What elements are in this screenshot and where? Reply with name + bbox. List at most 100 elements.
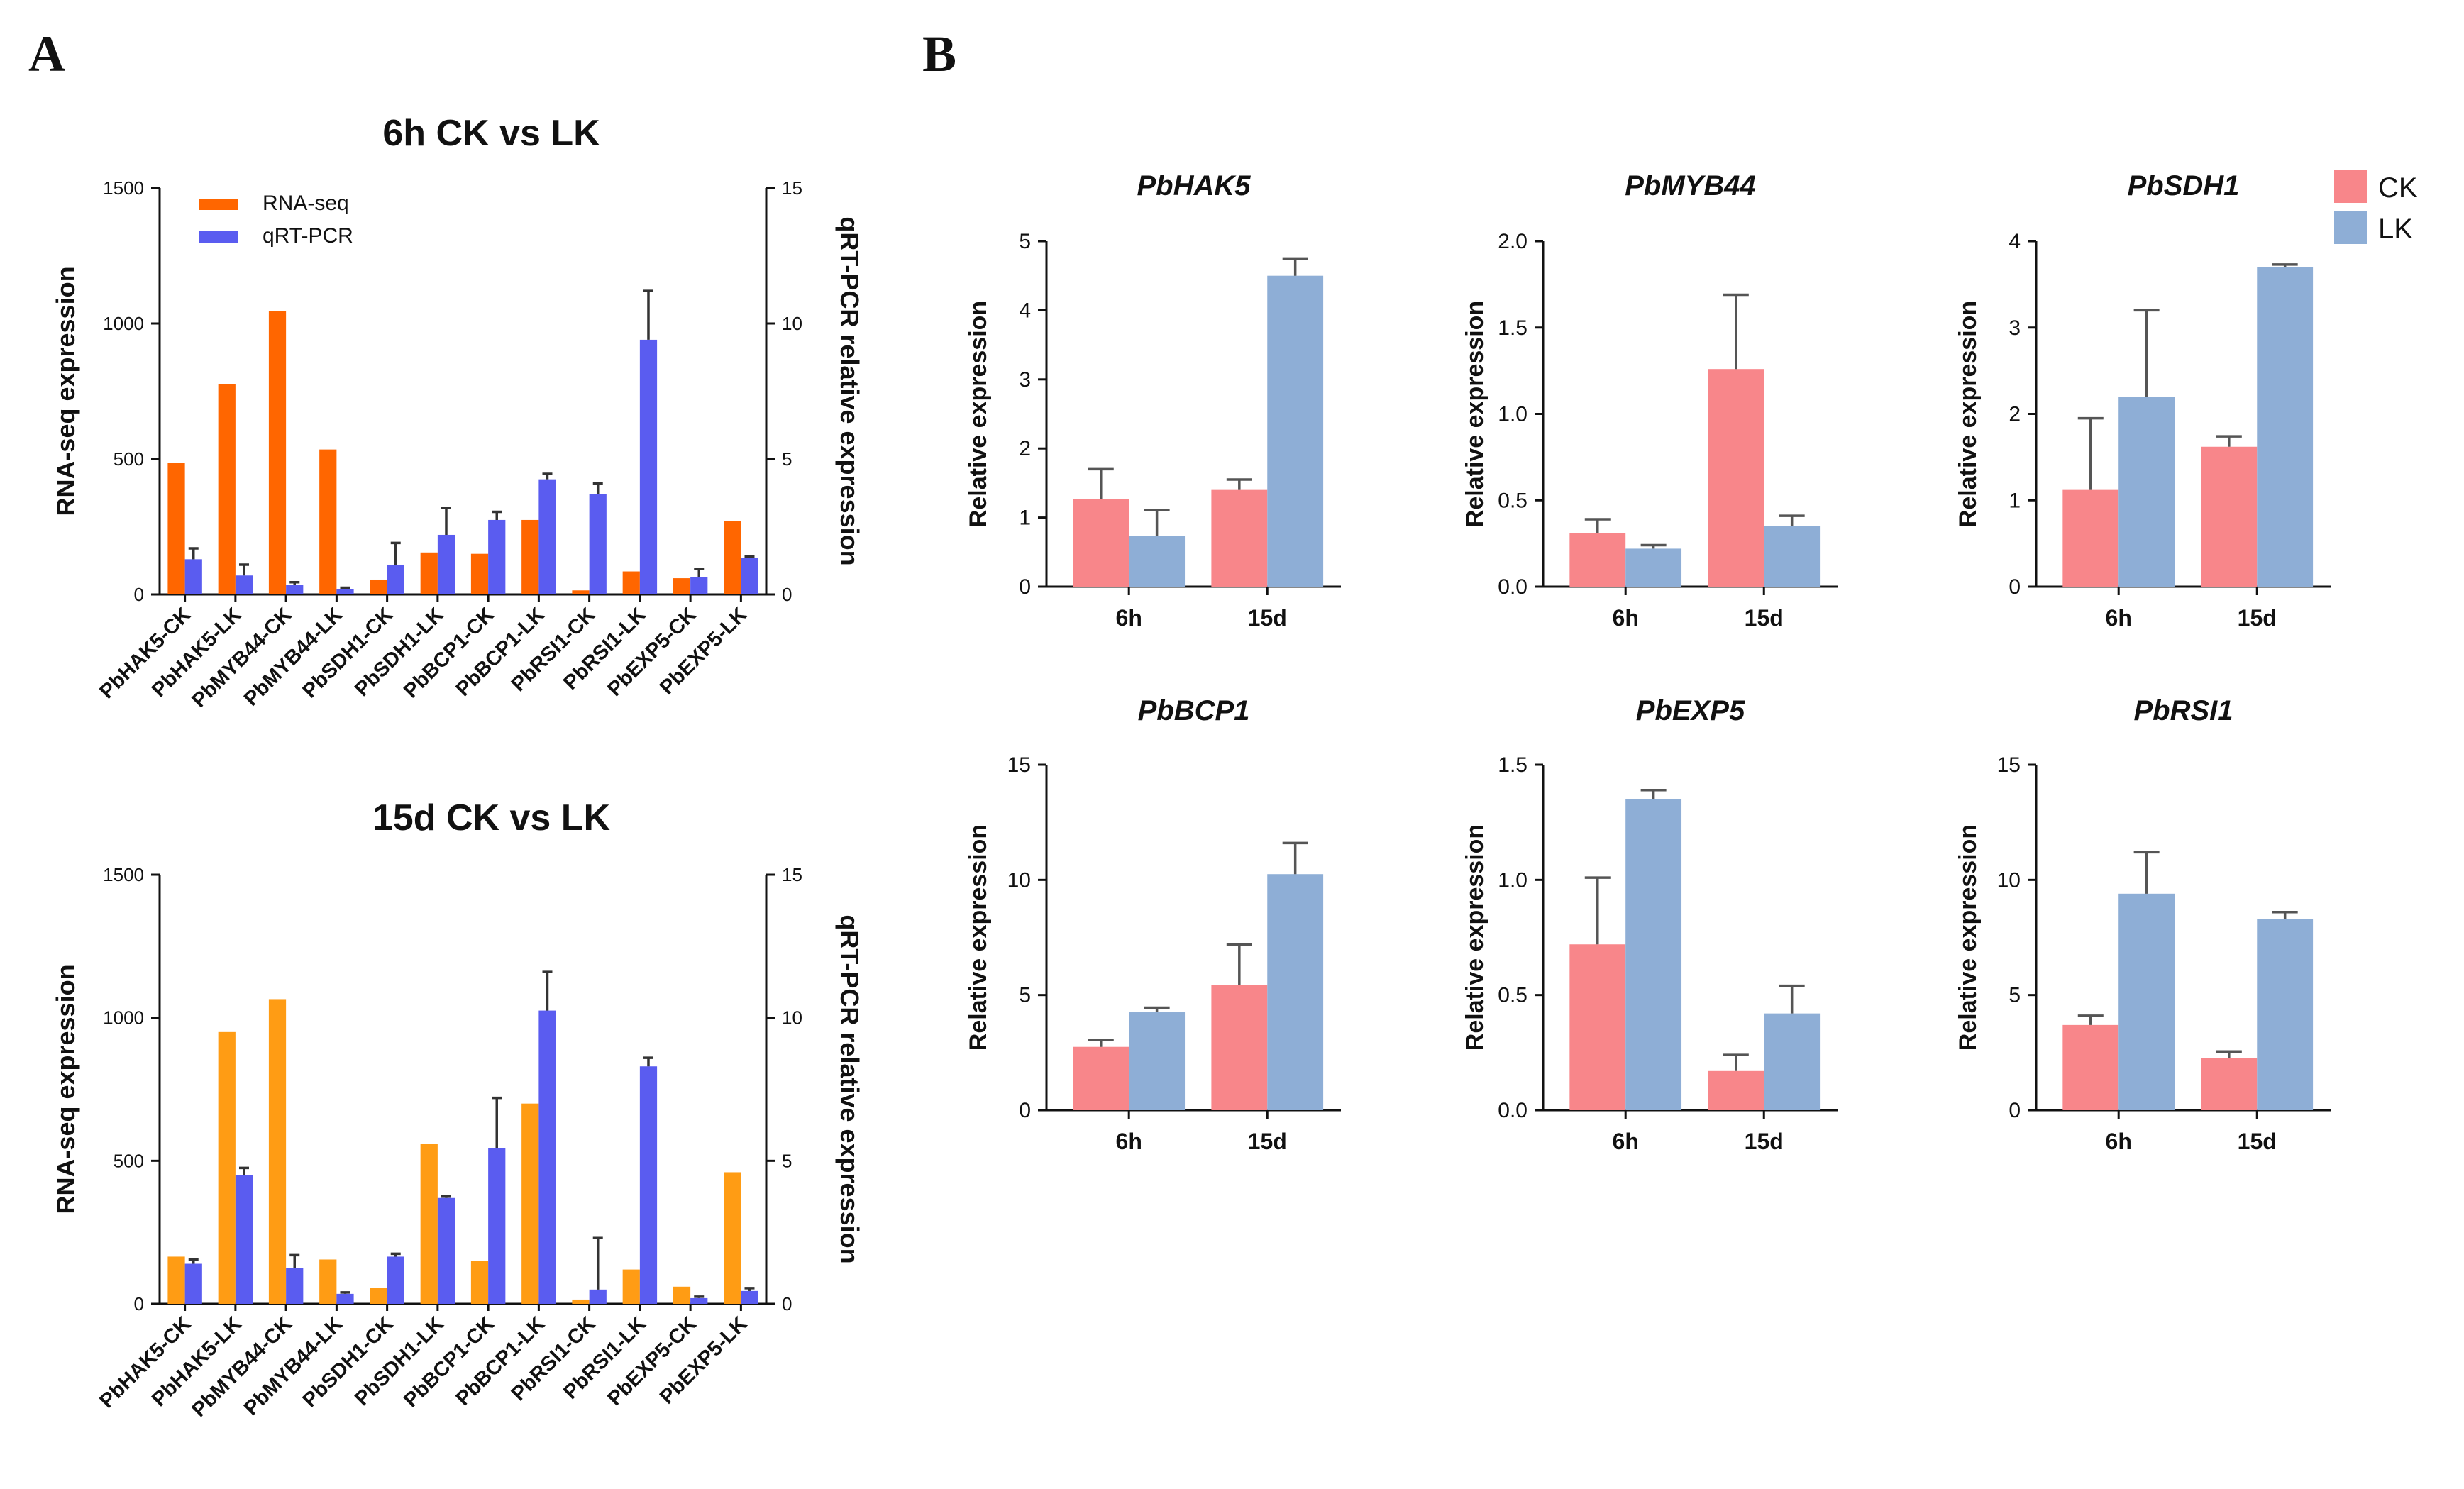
bar-rnaseq xyxy=(470,1261,489,1304)
error-bar-lk xyxy=(1640,543,1667,549)
legend-swatch xyxy=(199,231,238,243)
y-tick-label: 0 xyxy=(1019,1099,1031,1122)
bar-rnaseq xyxy=(572,1299,590,1304)
bar-qrtpcr xyxy=(639,339,658,594)
y-tick-label: 10 xyxy=(1997,868,2021,892)
bar-qrtpcr xyxy=(286,585,304,594)
x-tick-label: 6h xyxy=(1613,1129,1639,1154)
bar-lk xyxy=(1129,1012,1186,1110)
bar-lk xyxy=(2257,267,2314,587)
error-bar-ck xyxy=(1584,876,1611,945)
chart-title: 15d CK vs LK xyxy=(372,797,611,838)
y-tick-label-right: 10 xyxy=(782,313,802,334)
bar-lk xyxy=(1625,799,1682,1110)
error-bar-qrtpcr xyxy=(340,1291,350,1294)
x-tick-label: 6h xyxy=(2106,1129,2132,1154)
panel-label-b: B xyxy=(922,26,956,82)
error-bar-qrtpcr xyxy=(694,567,705,577)
bar-qrtpcr xyxy=(235,1175,253,1304)
error-bar-qrtpcr xyxy=(694,1295,705,1298)
legend-label: LK xyxy=(2378,214,2413,245)
bar-qrtpcr xyxy=(639,1066,658,1304)
x-tick-label: 6h xyxy=(1613,605,1639,631)
error-bar-qrtpcr xyxy=(441,507,451,535)
chart-title: PbSDH1 xyxy=(2128,170,2240,201)
y-tick-label: 1.5 xyxy=(1498,316,1527,340)
error-bar-qrtpcr xyxy=(492,1096,502,1148)
bar-qrtpcr xyxy=(538,479,556,594)
y-tick-label: 0.5 xyxy=(1498,984,1527,1007)
error-bar-qrtpcr xyxy=(188,547,199,560)
error-bar-qrtpcr xyxy=(441,1195,451,1198)
legend-swatch xyxy=(2334,170,2367,203)
y-tick-label: 2.0 xyxy=(1498,230,1527,253)
error-bar-qrtpcr xyxy=(289,581,300,585)
error-bar-qrtpcr xyxy=(188,1258,199,1264)
bar-rnaseq xyxy=(724,1172,741,1304)
y-tick-label-left: 500 xyxy=(114,1150,144,1171)
bar-lk xyxy=(2118,893,2175,1110)
bar-lk xyxy=(1129,536,1186,587)
error-bar-lk xyxy=(2133,309,2160,397)
bar-rnaseq xyxy=(622,1269,640,1304)
y-tick-label-left: 1500 xyxy=(103,864,144,885)
bar-ck xyxy=(1569,944,1626,1110)
y-tick-label: 1 xyxy=(1019,507,1031,530)
error-bar-qrtpcr xyxy=(390,541,401,565)
bar-lk xyxy=(1764,526,1821,587)
error-bar-qrtpcr xyxy=(289,1253,300,1268)
error-bar-lk xyxy=(1144,509,1170,536)
chart-title: PbBCP1 xyxy=(1138,695,1250,726)
y-axis-label: Relative expression xyxy=(1955,301,1982,527)
bar-rnaseq xyxy=(370,579,387,594)
bar-qrtpcr xyxy=(690,577,708,594)
y-tick-label: 1 xyxy=(2009,489,2021,512)
y-tick-label: 0 xyxy=(2009,575,2021,599)
y-axis-label-left: RNA-seq expression xyxy=(51,266,80,516)
bar-rnaseq xyxy=(268,999,287,1304)
bar-qrtpcr xyxy=(184,1263,202,1304)
error-bar-ck xyxy=(2077,416,2104,490)
bar-ck xyxy=(1073,499,1129,587)
bar-qrtpcr xyxy=(286,1268,304,1304)
y-tick-label: 0 xyxy=(1019,575,1031,599)
error-bar-lk xyxy=(2133,851,2160,894)
chart-B_SDH1: PbSDH1 0 1 2 3 4 Relative expression 6h 15d CK LK xyxy=(1955,170,2418,631)
error-bar-qrtpcr xyxy=(390,1252,401,1257)
x-tick-label: 6h xyxy=(1116,1129,1142,1154)
bar-ck xyxy=(1211,489,1268,587)
error-bar-lk xyxy=(2272,911,2298,919)
chart-B_RSI1: PbRSI1 0 5 10 15 Relative expression 6h 15d xyxy=(1955,695,2331,1154)
y-tick-label: 0.0 xyxy=(1498,1099,1527,1122)
legend-swatch xyxy=(2334,211,2367,244)
chart-B_BCP1: PbBCP1 0 5 10 15 Relative expression 6h 15d xyxy=(965,695,1341,1154)
error-bar-ck xyxy=(1723,1053,1749,1071)
legend-label: RNA-seq xyxy=(263,192,349,215)
y-tick-label: 0.0 xyxy=(1498,575,1527,599)
chart-title: PbRSI1 xyxy=(2133,695,2233,726)
chart-title: PbMYB44 xyxy=(1625,170,1756,201)
error-bar-qrtpcr xyxy=(643,1056,653,1067)
x-tick-label: 15d xyxy=(2238,605,2277,631)
bar-rnaseq xyxy=(319,449,337,594)
error-bar-ck xyxy=(2077,1014,2104,1025)
error-bar-qrtpcr xyxy=(492,510,502,520)
error-bar-qrtpcr xyxy=(542,970,553,1011)
error-bar-lk xyxy=(1282,841,1308,875)
bar-qrtpcr xyxy=(437,1197,455,1304)
error-bar-ck xyxy=(1723,293,1749,370)
y-tick-label: 4 xyxy=(2009,230,2021,253)
bar-ck xyxy=(1211,985,1268,1110)
bar-qrtpcr xyxy=(741,1290,758,1304)
bar-qrtpcr xyxy=(589,494,607,594)
error-bar-qrtpcr xyxy=(542,472,553,480)
x-tick-label: 6h xyxy=(2106,605,2132,631)
y-tick-label: 4 xyxy=(1019,299,1031,322)
chart-title: 6h CK vs LK xyxy=(382,113,600,154)
bar-qrtpcr xyxy=(538,1010,556,1304)
legend-label: qRT-PCR xyxy=(263,224,353,248)
bar-qrtpcr xyxy=(589,1289,607,1304)
y-tick-label: 1.0 xyxy=(1498,868,1527,892)
y-tick-label-left: 1000 xyxy=(103,313,144,334)
